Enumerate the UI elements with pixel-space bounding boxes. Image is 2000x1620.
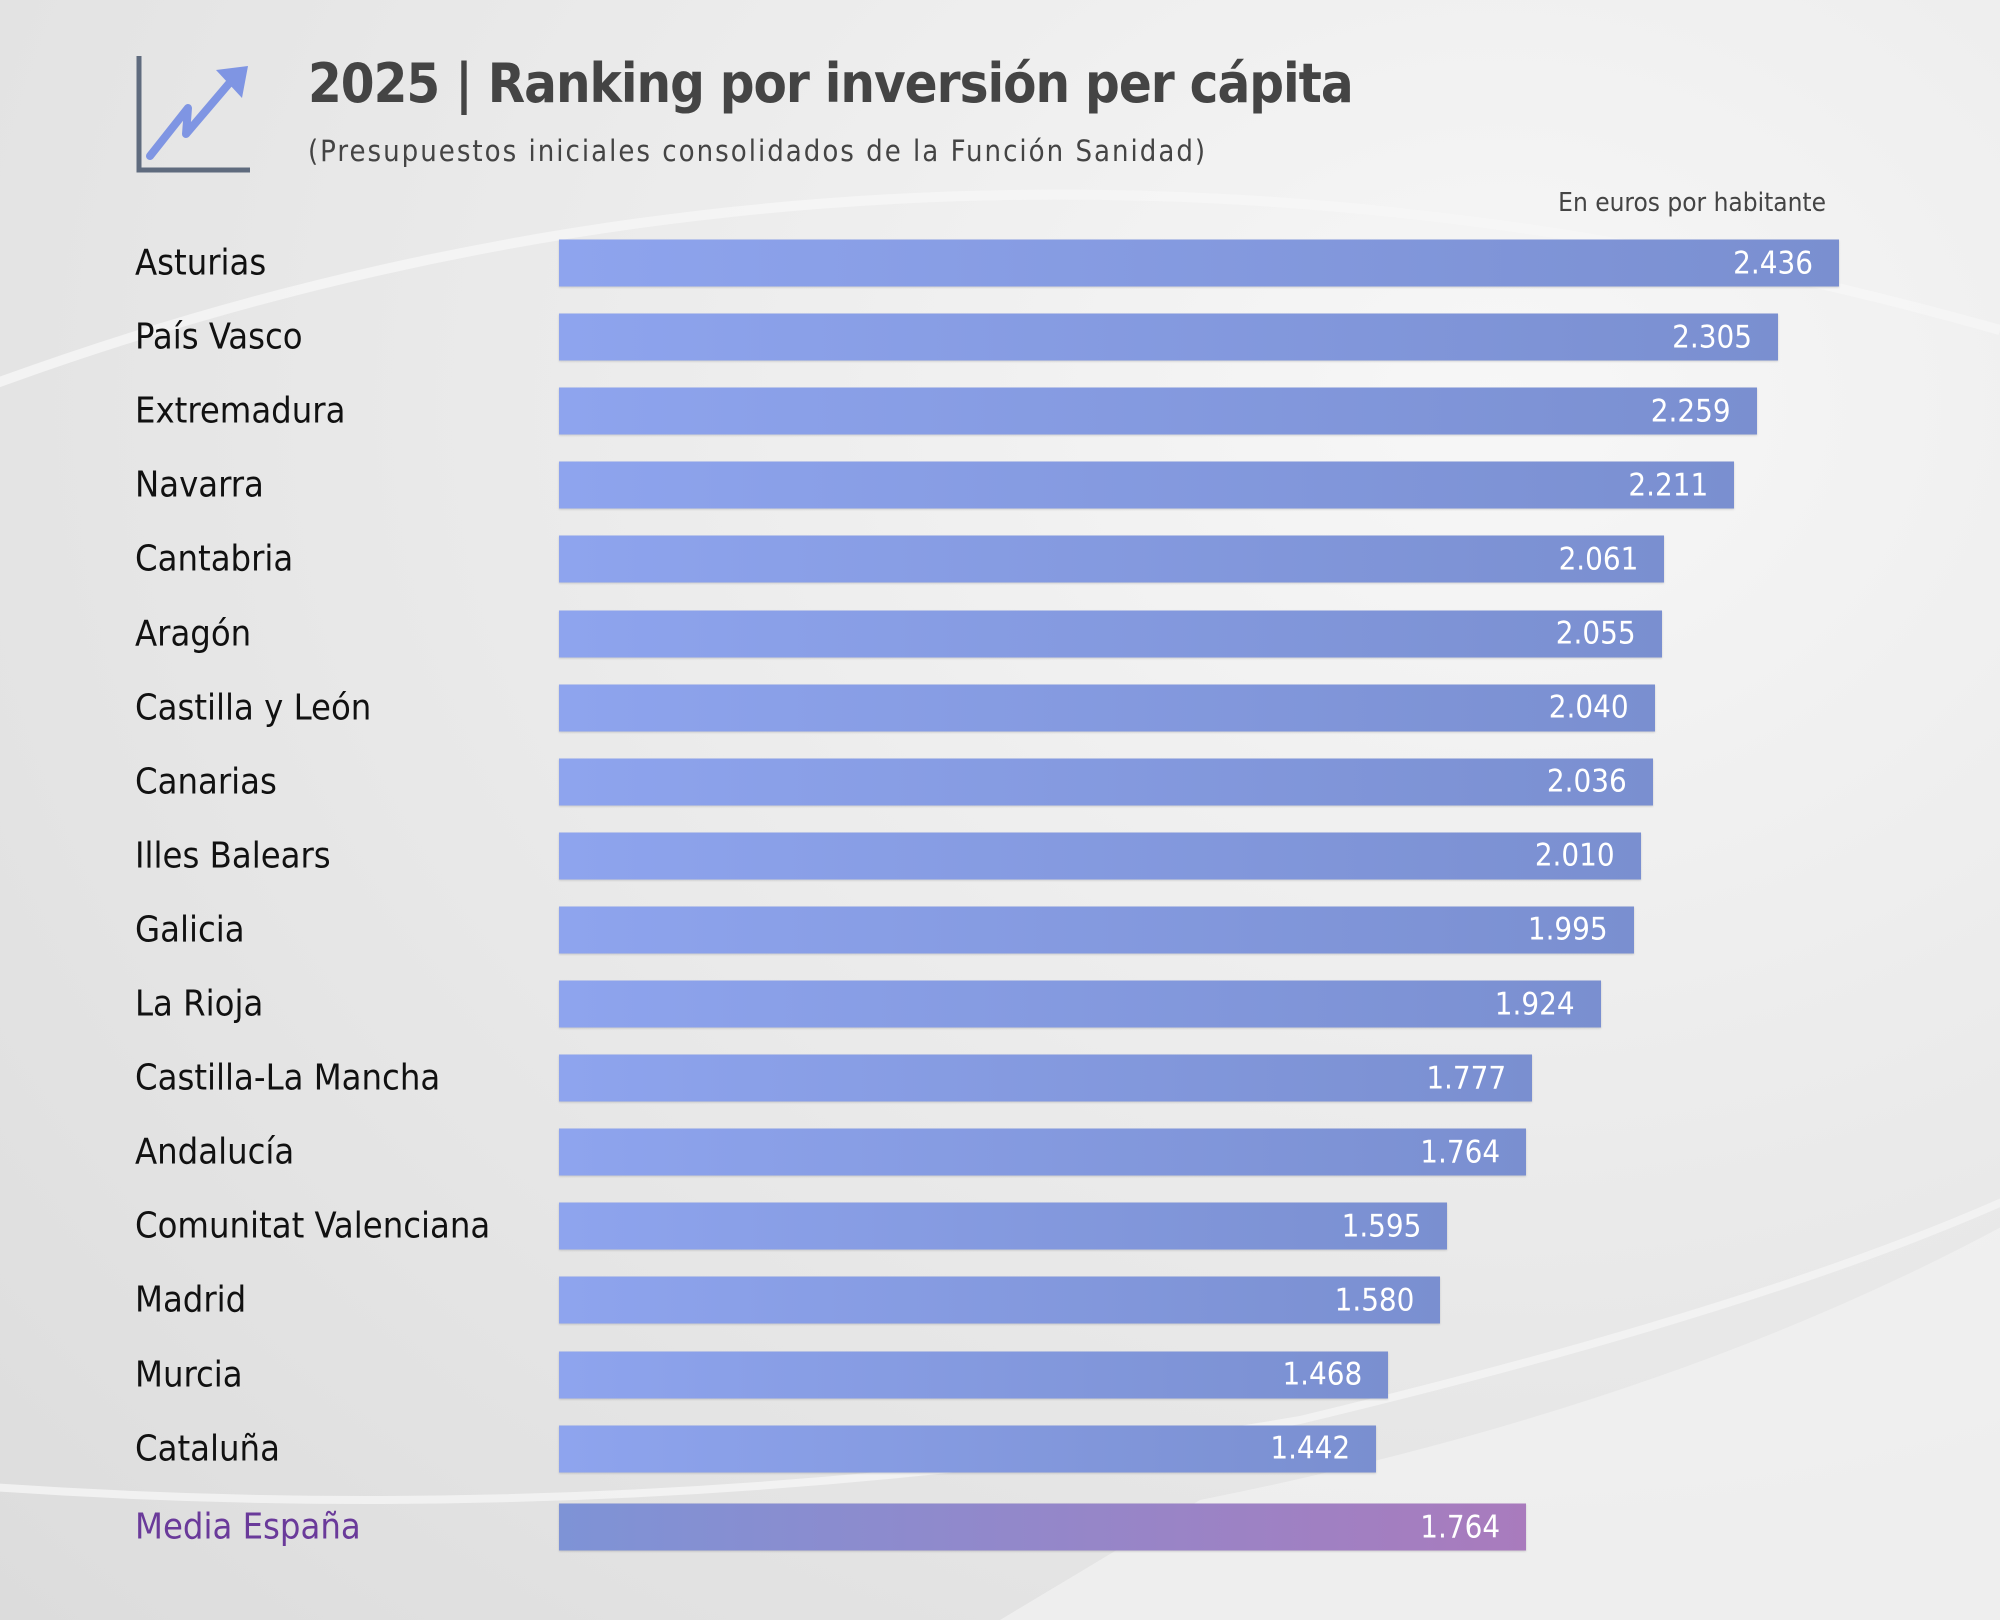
category-label: Illes Balears bbox=[135, 835, 331, 877]
average-label: Media España bbox=[135, 1506, 361, 1548]
chart-title: 2025 | Ranking por inversión per cápita bbox=[308, 52, 1354, 115]
bar: 2.061 bbox=[559, 535, 1665, 583]
bar: 2.040 bbox=[559, 684, 1655, 732]
bar: 2.259 bbox=[559, 387, 1757, 435]
bar: 1.595 bbox=[559, 1202, 1448, 1250]
category-label: País Vasco bbox=[135, 316, 303, 358]
data-label: 2.040 bbox=[1548, 689, 1629, 726]
category-label: Castilla y León bbox=[135, 687, 372, 729]
data-label: 1.595 bbox=[1341, 1208, 1422, 1245]
unit-note: En euros por habitante bbox=[1558, 188, 1826, 218]
category-label: Cantabria bbox=[135, 538, 294, 580]
data-label: 1.924 bbox=[1494, 986, 1575, 1022]
category-label: Aragón bbox=[135, 613, 252, 654]
bar: 1.442 bbox=[559, 1425, 1377, 1473]
bar: 2.305 bbox=[559, 313, 1778, 361]
data-label: 1.580 bbox=[1334, 1282, 1415, 1319]
average-bar: 1.764 bbox=[559, 1503, 1527, 1551]
category-label: Castilla-La Mancha bbox=[135, 1057, 441, 1099]
category-label: Murcia bbox=[135, 1354, 243, 1395]
data-label: 2.055 bbox=[1555, 615, 1636, 652]
data-label: 2.036 bbox=[1546, 763, 1627, 800]
data-label: 1.777 bbox=[1426, 1060, 1507, 1097]
data-label: 1.995 bbox=[1527, 911, 1608, 948]
category-label: Navarra bbox=[135, 464, 264, 506]
chart-subtitle: (Presupuestos iniciales consolidados de … bbox=[308, 134, 1208, 168]
data-label: 2.061 bbox=[1558, 541, 1639, 578]
data-label: 1.442 bbox=[1270, 1430, 1351, 1467]
category-label: Madrid bbox=[135, 1279, 247, 1321]
bar: 1.764 bbox=[559, 1128, 1527, 1176]
data-label: 1.764 bbox=[1420, 1509, 1501, 1545]
category-label: Cataluña bbox=[135, 1428, 280, 1470]
category-label: Canarias bbox=[135, 761, 277, 803]
trending-up-chart-icon bbox=[136, 56, 250, 173]
data-label: 2.305 bbox=[1672, 319, 1752, 356]
category-label: La Rioja bbox=[135, 983, 264, 1025]
bar: 1.777 bbox=[559, 1054, 1533, 1102]
category-label: Galicia bbox=[135, 909, 245, 951]
category-label: Comunitat Valenciana bbox=[135, 1205, 491, 1247]
bar: 2.036 bbox=[559, 758, 1653, 806]
data-label: 1.468 bbox=[1282, 1356, 1363, 1393]
bar: 2.436 bbox=[559, 239, 1839, 287]
category-label: Extremadura bbox=[135, 390, 346, 432]
data-label: 2.211 bbox=[1628, 467, 1709, 504]
data-label: 2.259 bbox=[1650, 393, 1731, 430]
bar: 2.010 bbox=[559, 832, 1641, 880]
bar: 1.924 bbox=[559, 980, 1601, 1028]
bar: 1.468 bbox=[559, 1351, 1389, 1398]
data-label: 2.010 bbox=[1534, 837, 1615, 874]
data-label: 1.764 bbox=[1420, 1134, 1501, 1171]
bar: 2.211 bbox=[559, 461, 1735, 509]
bar: 1.995 bbox=[559, 906, 1634, 954]
data-label: 2.436 bbox=[1733, 245, 1813, 281]
bar: 1.580 bbox=[559, 1276, 1441, 1324]
category-label: Andalucía bbox=[135, 1131, 295, 1173]
category-label: Asturias bbox=[135, 242, 267, 284]
bar: 2.055 bbox=[559, 610, 1662, 657]
